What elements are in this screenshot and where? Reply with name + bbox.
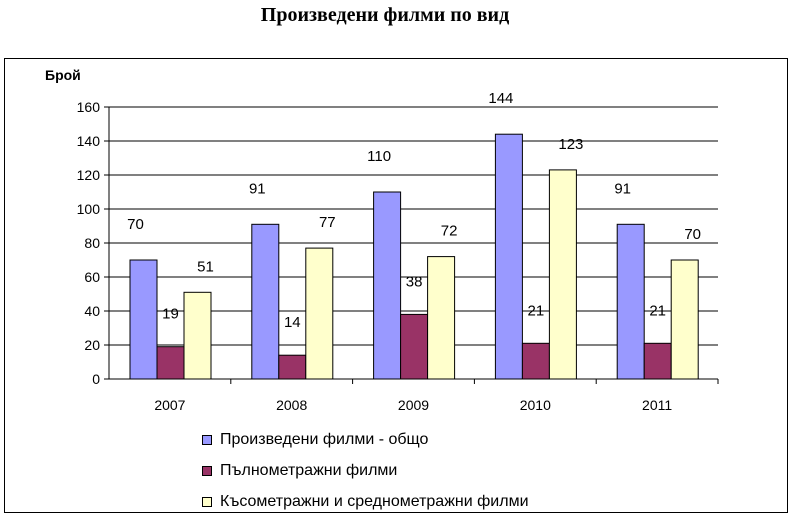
- chart-frame: [4, 58, 788, 513]
- data-label: 91: [249, 180, 266, 197]
- y-tick-label: 140: [77, 133, 101, 149]
- legend-swatch: [202, 465, 212, 476]
- bar: [156, 346, 185, 380]
- y-tick-label: 120: [77, 167, 101, 183]
- data-label: 21: [649, 302, 666, 319]
- y-tick-label: 0: [92, 371, 100, 387]
- bar: [494, 133, 523, 380]
- y-tick-label: 20: [84, 337, 100, 353]
- y-tick-label: 40: [84, 303, 100, 319]
- data-label: 144: [488, 90, 513, 107]
- data-label: 21: [528, 302, 545, 319]
- legend-item: Произведени филми - общо: [202, 424, 529, 455]
- y-axis-label: Брой: [45, 67, 81, 83]
- data-label: 77: [319, 214, 336, 231]
- legend-label: Пълнометражни филми: [220, 461, 398, 479]
- y-tick-label: 80: [84, 235, 100, 251]
- bar: [548, 169, 577, 380]
- data-label: 70: [127, 216, 144, 233]
- x-tick-label: 2011: [642, 397, 672, 413]
- bar: [400, 313, 429, 380]
- bar: [251, 223, 280, 380]
- data-label: 51: [197, 258, 214, 275]
- data-label: 14: [284, 314, 301, 331]
- data-label: 72: [441, 223, 458, 240]
- bar: [278, 354, 307, 380]
- data-label: 123: [558, 136, 583, 153]
- bar: [616, 223, 645, 380]
- legend-item: Късометражни и среднометражни филми: [202, 486, 529, 517]
- bar: [521, 342, 550, 380]
- legend-label: Късометражни и среднометражни филми: [220, 492, 529, 510]
- page-title: Произведени филми по вид: [260, 4, 510, 26]
- x-tick-label: 2009: [398, 397, 429, 413]
- legend-label: Произведени филми - общо: [220, 430, 429, 448]
- y-tick-label: 160: [77, 99, 101, 115]
- y-tick-label: 60: [84, 269, 100, 285]
- data-label: 110: [367, 148, 391, 165]
- data-label: 91: [614, 180, 631, 197]
- legend-swatch: [202, 496, 212, 507]
- bar: [643, 342, 672, 380]
- legend-item: Пълнометражни филми: [202, 455, 529, 486]
- y-tick-label: 100: [77, 201, 101, 217]
- data-label: 19: [162, 306, 179, 323]
- legend-swatch: [202, 434, 212, 445]
- data-label: 70: [684, 226, 701, 243]
- bar: [305, 247, 334, 380]
- x-tick-label: 2010: [520, 397, 551, 413]
- data-label: 38: [406, 273, 423, 290]
- x-tick-label: 2007: [154, 397, 185, 413]
- bar: [670, 259, 699, 380]
- chart-legend: Произведени филми - общо Пълнометражни фи…: [202, 424, 529, 517]
- bar: [373, 191, 402, 380]
- bar: [427, 256, 456, 380]
- bar: [183, 291, 212, 380]
- bar: [129, 259, 158, 380]
- x-tick-label: 2008: [276, 397, 307, 413]
